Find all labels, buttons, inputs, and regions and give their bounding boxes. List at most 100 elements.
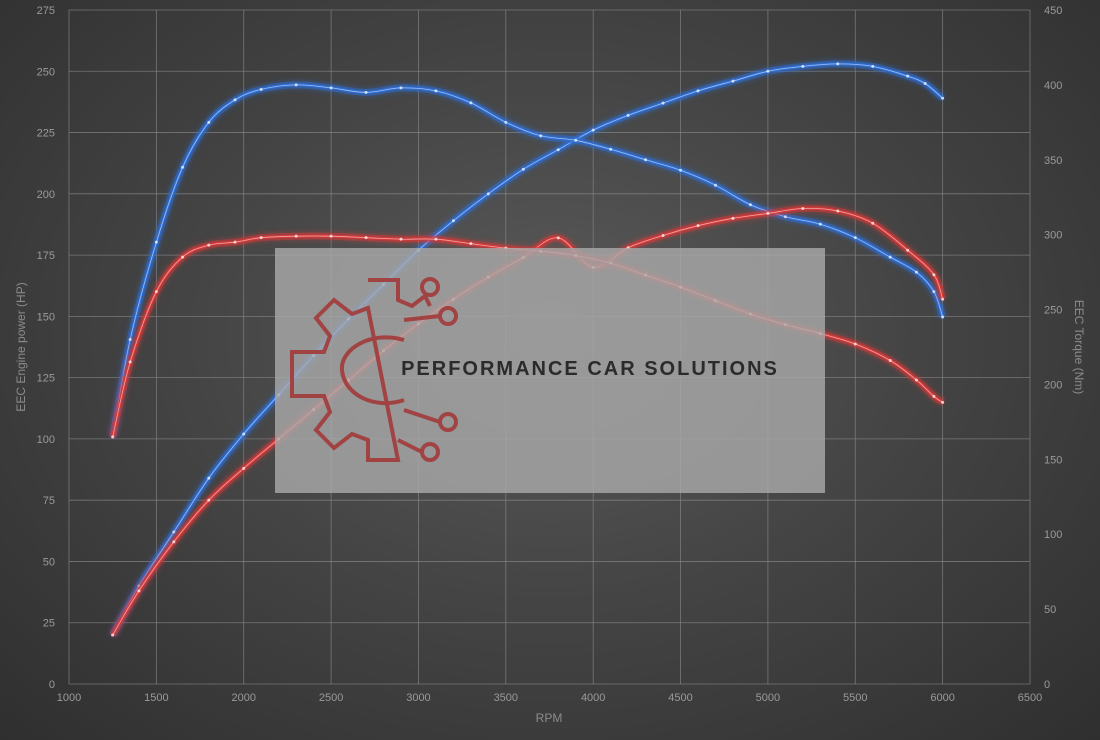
series-point <box>469 242 473 246</box>
series-point <box>128 360 132 364</box>
y-left-tick-label: 175 <box>37 250 55 262</box>
series-point <box>329 234 333 238</box>
series-point <box>242 432 246 436</box>
x-tick-label: 2500 <box>319 692 343 704</box>
series-point <box>914 270 918 274</box>
x-tick-label: 3000 <box>406 692 430 704</box>
series-point <box>941 400 945 404</box>
series-point <box>871 221 875 225</box>
series-point <box>294 234 298 238</box>
series-point <box>504 120 508 124</box>
y-left-tick-label: 150 <box>37 311 55 323</box>
y-right-axis-title: EEC Torque (Nm) <box>1072 300 1086 394</box>
series-point <box>906 74 910 78</box>
series-point <box>766 69 770 73</box>
series-point <box>259 236 263 240</box>
y-left-tick-label: 250 <box>37 66 55 78</box>
y-left-tick-label: 200 <box>37 189 55 201</box>
series-point <box>434 237 438 241</box>
y-left-tick-label: 50 <box>43 556 55 568</box>
series-point <box>906 248 910 252</box>
series-point <box>696 89 700 93</box>
series-point <box>399 237 403 241</box>
y-right-axis-ticks: 0 50 100 150 200 250 300 350 400 450 <box>1044 5 1062 691</box>
watermark: PERFORMANCE CAR SOLUTIONS <box>275 248 825 493</box>
y-right-tick-label: 300 <box>1044 230 1062 242</box>
y-right-tick-label: 100 <box>1044 529 1062 541</box>
y-right-tick-label: 350 <box>1044 155 1062 167</box>
series-point <box>434 89 438 93</box>
x-tick-label: 5500 <box>843 692 867 704</box>
series-point <box>137 589 141 593</box>
series-point <box>128 338 132 342</box>
series-point <box>941 96 945 100</box>
series-point <box>207 120 211 124</box>
series-point <box>941 315 945 319</box>
series-2 <box>109 81 946 439</box>
series-point <box>259 87 263 91</box>
y-left-tick-label: 25 <box>43 618 55 630</box>
series-point <box>154 290 158 294</box>
gear-circuit-logo <box>290 277 458 462</box>
series-point <box>932 394 936 398</box>
y-left-tick-label: 125 <box>37 373 55 385</box>
series-point <box>399 86 403 90</box>
series-point <box>932 273 936 277</box>
series-point <box>207 243 211 247</box>
series-point <box>696 224 700 228</box>
series-point <box>801 207 805 211</box>
series-point <box>748 203 752 207</box>
series-point <box>591 128 595 132</box>
series-point <box>941 297 945 301</box>
series-point <box>932 290 936 294</box>
y-right-tick-label: 250 <box>1044 305 1062 317</box>
series-point <box>111 435 115 439</box>
series-point <box>364 90 368 94</box>
series-point <box>766 211 770 215</box>
y-right-tick-label: 400 <box>1044 80 1062 92</box>
x-tick-label: 1000 <box>57 692 81 704</box>
series-point <box>521 167 525 171</box>
series-point <box>801 64 805 68</box>
x-tick-label: 3500 <box>494 692 518 704</box>
series-point <box>923 82 927 86</box>
series-point <box>207 476 211 480</box>
series-point <box>914 378 918 382</box>
series-point <box>731 79 735 83</box>
series-point <box>556 148 560 152</box>
series-highlight <box>112 207 943 636</box>
x-tick-label: 2000 <box>231 692 255 704</box>
y-left-axis-title: EEC Engine power (HP) <box>14 282 28 411</box>
series-point <box>853 342 857 346</box>
y-right-tick-label: 50 <box>1044 604 1056 616</box>
series-point <box>181 165 185 169</box>
watermark-text: PERFORMANCE CAR SOLUTIONS <box>401 358 779 380</box>
x-axis-title: RPM <box>536 711 563 725</box>
x-tick-label: 6000 <box>930 692 954 704</box>
series-point <box>233 98 237 102</box>
series-point <box>172 530 176 534</box>
series-point <box>853 236 857 240</box>
y-right-tick-label: 450 <box>1044 5 1062 17</box>
x-tick-label: 1500 <box>144 692 168 704</box>
series-point <box>679 168 683 172</box>
x-tick-label: 5000 <box>756 692 780 704</box>
series-point <box>888 255 892 259</box>
series-point <box>871 64 875 68</box>
y-right-tick-label: 200 <box>1044 379 1062 391</box>
series-point <box>539 134 543 138</box>
y-left-tick-label: 0 <box>49 679 55 691</box>
series-point <box>242 466 246 470</box>
series-point <box>836 62 840 66</box>
x-tick-label: 6500 <box>1018 692 1042 704</box>
series-point <box>451 219 455 223</box>
y-right-tick-label: 0 <box>1044 679 1050 691</box>
series-point <box>609 147 613 151</box>
series-point <box>172 540 176 544</box>
series-point <box>329 86 333 90</box>
series-point <box>731 216 735 220</box>
y-right-tick-label: 150 <box>1044 454 1062 466</box>
x-tick-label: 4500 <box>668 692 692 704</box>
series-point <box>574 138 578 142</box>
